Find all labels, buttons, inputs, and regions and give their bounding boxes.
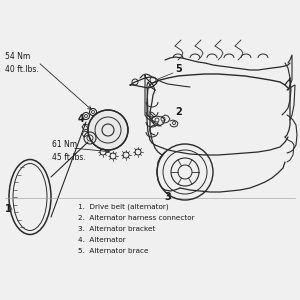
Circle shape <box>88 110 128 150</box>
Text: 5.  Alternator brace: 5. Alternator brace <box>78 248 148 254</box>
Text: 4.  Alternator: 4. Alternator <box>78 237 126 243</box>
Text: 2: 2 <box>175 107 182 117</box>
Text: 61 Nm
45 ft.lbs.: 61 Nm 45 ft.lbs. <box>52 140 86 161</box>
Text: 54 Nm
40 ft.lbs.: 54 Nm 40 ft.lbs. <box>5 52 39 74</box>
Text: 4: 4 <box>78 114 85 124</box>
Text: 3.  Alternator bracket: 3. Alternator bracket <box>78 226 155 232</box>
Text: 1.  Drive belt (alternator): 1. Drive belt (alternator) <box>78 204 169 211</box>
Text: 5: 5 <box>175 64 182 74</box>
Text: 3: 3 <box>165 192 171 202</box>
Text: 1: 1 <box>5 204 12 214</box>
Text: 2.  Alternator harness connector: 2. Alternator harness connector <box>78 215 195 221</box>
